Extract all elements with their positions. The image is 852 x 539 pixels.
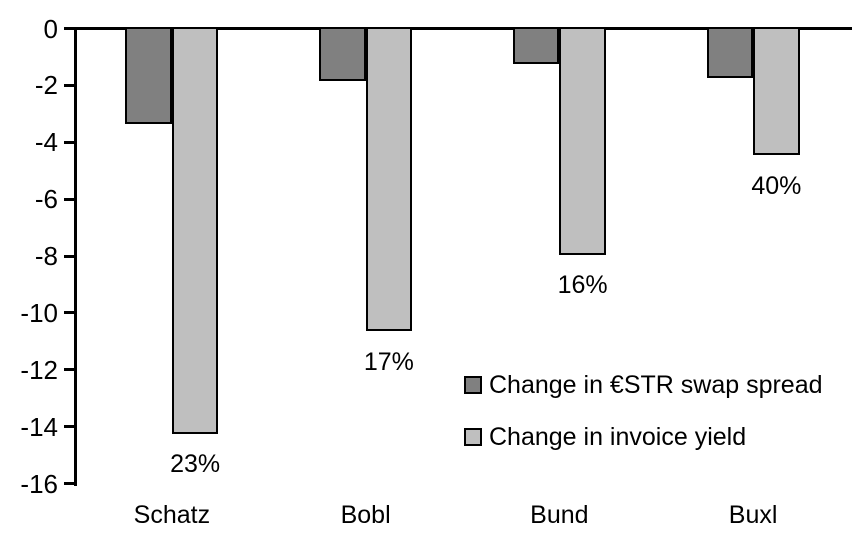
y-axis-tick <box>64 254 75 258</box>
x-axis-line <box>74 27 852 30</box>
bar-value-label-bobl: 17% <box>363 347 414 376</box>
y-axis-tick <box>64 482 75 485</box>
y-axis-tick-label: -14 <box>20 411 58 442</box>
x-axis-category-label-schatz: Schatz <box>133 501 211 529</box>
bar-value-label-schatz: 23% <box>170 450 221 479</box>
y-axis-tick <box>64 83 75 87</box>
bar-change-in-str-swap-spread-bobl <box>319 27 366 82</box>
legend-item-change-in-str-swap-spread: Change in €STR swap spread <box>464 368 823 402</box>
bar-change-in-invoice-yield-schatz <box>171 27 219 434</box>
bar-value-label-bund: 16% <box>557 271 608 300</box>
y-axis-tick <box>64 140 75 144</box>
y-axis-tick-label: -2 <box>34 70 58 101</box>
bar-value-label-buxl: 40% <box>751 171 802 200</box>
y-axis-tick-label: 0 <box>43 13 58 44</box>
y-axis-tick <box>64 197 75 201</box>
y-axis-tick <box>64 425 75 429</box>
bar-change-in-str-swap-spread-bund <box>512 27 560 65</box>
x-axis-category-label-bund: Bund <box>530 501 589 529</box>
y-axis-line <box>74 27 77 486</box>
y-axis-tick-label: -8 <box>34 241 58 271</box>
y-axis-tick <box>64 368 75 372</box>
bar-change-in-invoice-yield-bund <box>559 27 606 255</box>
y-axis-tick-label: -16 <box>20 468 58 499</box>
y-axis-tick-label: -10 <box>20 297 58 328</box>
y-axis-tick <box>64 27 75 30</box>
y-axis-tick <box>64 311 75 315</box>
legend-label: Change in €STR swap spread <box>489 370 823 399</box>
legend: Change in €STR swap spread Change in invo… <box>464 368 823 472</box>
bar-change-in-invoice-yield-bobl <box>365 27 413 332</box>
bar-change-in-str-swap-spread-schatz <box>125 27 172 124</box>
y-axis-tick-label: -4 <box>34 127 58 158</box>
x-axis-category-label-buxl: Buxl <box>728 501 778 529</box>
bar-change-in-str-swap-spread-buxl <box>706 27 754 79</box>
x-axis-category-label-bobl: Bobl <box>340 501 391 529</box>
legend-label: Change in invoice yield <box>489 422 747 451</box>
legend-swatch-icon <box>464 428 482 446</box>
y-axis-tick-label: -12 <box>20 354 58 385</box>
legend-item-change-in-invoice-yield: Change in invoice yield <box>464 420 823 454</box>
y-axis-tick-label: -6 <box>34 184 58 215</box>
legend-swatch-icon <box>464 376 482 394</box>
bar-change-in-invoice-yield-buxl <box>753 27 800 156</box>
